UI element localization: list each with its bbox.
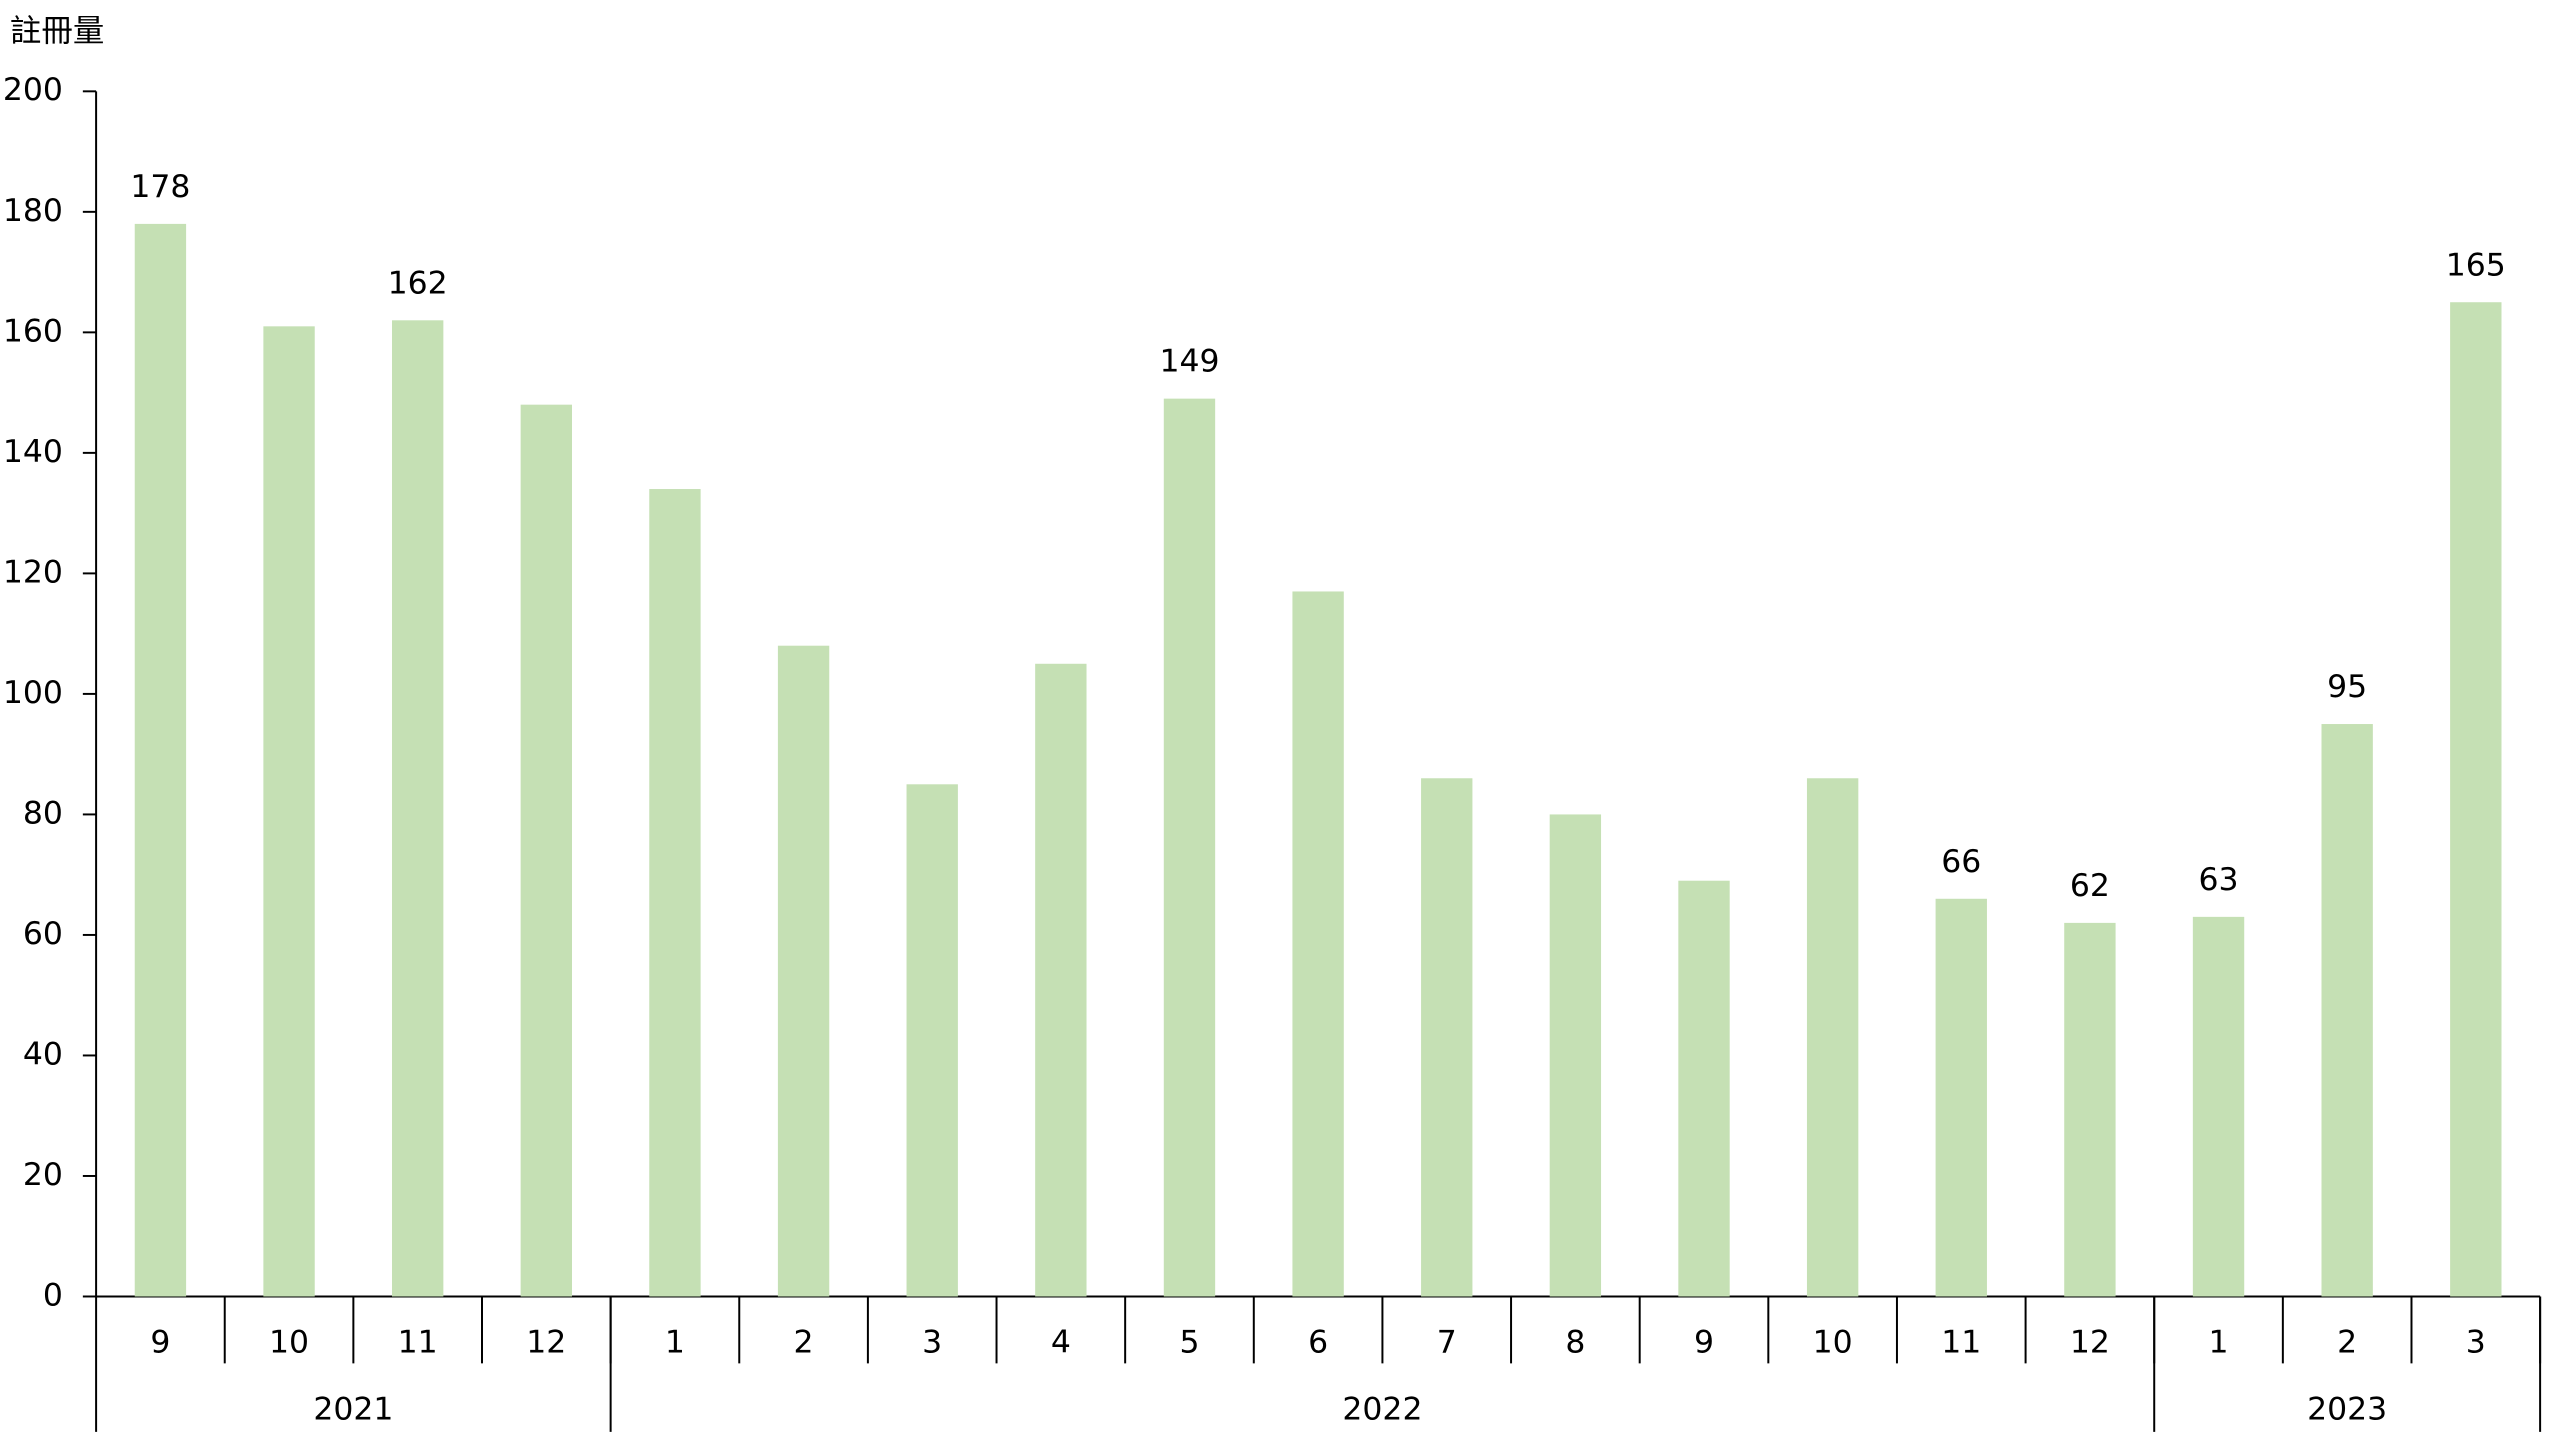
data-label: 149 xyxy=(1159,344,1219,380)
x-tick-label: 1 xyxy=(2209,1325,2229,1361)
bar xyxy=(1678,880,1730,1297)
x-tick-label: 10 xyxy=(1813,1325,1853,1361)
x-tick-label: 3 xyxy=(922,1325,942,1361)
bar xyxy=(263,326,315,1297)
group-label: 2021 xyxy=(313,1392,393,1428)
data-label: 178 xyxy=(130,169,190,205)
y-tick-label: 160 xyxy=(3,314,63,350)
x-tick-label: 11 xyxy=(398,1325,438,1361)
x-tick-label: 2 xyxy=(2337,1325,2357,1361)
y-tick-label: 80 xyxy=(23,796,63,832)
bar xyxy=(1035,663,1087,1297)
y-tick-label: 200 xyxy=(3,72,63,108)
y-tick-label: 180 xyxy=(3,193,63,229)
y-tick-label: 40 xyxy=(23,1037,63,1073)
bar xyxy=(1421,778,1473,1297)
x-tick-label: 6 xyxy=(1308,1325,1328,1361)
y-axis-label: 註冊量 xyxy=(10,14,104,50)
x-tick-label: 12 xyxy=(526,1325,566,1361)
x-tick-label: 7 xyxy=(1437,1325,1457,1361)
x-tick-label: 12 xyxy=(2070,1325,2110,1361)
y-tick-label: 120 xyxy=(3,555,63,591)
bar xyxy=(1806,778,1859,1297)
y-tick-label: 20 xyxy=(23,1157,63,1193)
data-label: 62 xyxy=(2070,868,2110,904)
group-label: 2022 xyxy=(1342,1392,1422,1428)
bar xyxy=(649,489,701,1297)
bar xyxy=(1292,591,1344,1297)
x-tick-label: 10 xyxy=(269,1325,309,1361)
x-tick-label: 8 xyxy=(1565,1325,1585,1361)
y-tick-label: 60 xyxy=(23,916,63,952)
data-label: 162 xyxy=(388,266,448,302)
bar xyxy=(906,784,958,1297)
bar xyxy=(2321,724,2373,1297)
x-tick-label: 4 xyxy=(1051,1325,1071,1361)
data-label: 66 xyxy=(1941,844,1981,880)
x-tick-label: 5 xyxy=(1179,1325,1199,1361)
x-tick-label: 11 xyxy=(1941,1325,1981,1361)
x-tick-label: 3 xyxy=(2466,1325,2486,1361)
bar xyxy=(2064,922,2116,1297)
y-tick-label: 100 xyxy=(3,675,63,711)
group-label: 2023 xyxy=(2307,1392,2387,1428)
bar xyxy=(1163,398,1216,1297)
x-tick-label: 9 xyxy=(1694,1325,1714,1361)
y-tick-label: 140 xyxy=(3,434,63,470)
bar xyxy=(134,223,187,1297)
bar xyxy=(520,404,572,1297)
bar xyxy=(2192,916,2245,1297)
data-label: 95 xyxy=(2327,669,2367,705)
data-label: 63 xyxy=(2199,862,2239,898)
x-tick-label: 1 xyxy=(665,1325,685,1361)
bar xyxy=(777,645,830,1297)
bar xyxy=(2450,302,2502,1297)
y-tick-label: 0 xyxy=(43,1278,63,1314)
bar xyxy=(1549,814,1602,1297)
bar xyxy=(1935,898,1987,1297)
bar xyxy=(392,320,444,1297)
x-tick-label: 9 xyxy=(150,1325,170,1361)
x-tick-label: 2 xyxy=(794,1325,814,1361)
data-label: 165 xyxy=(2446,248,2506,284)
